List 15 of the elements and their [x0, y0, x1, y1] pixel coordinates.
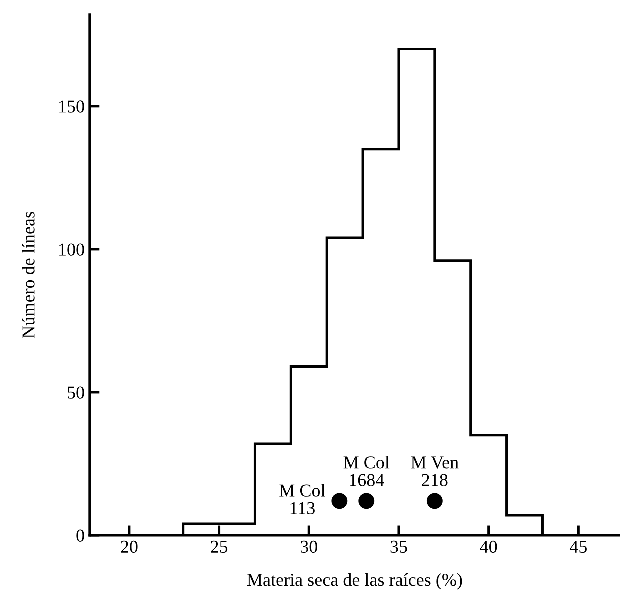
y-axis-title: Número de líneas [22, 212, 35, 338]
x-tick-label: 35 [390, 540, 408, 554]
x-tick-label: 45 [570, 541, 587, 554]
y-tick-label: 150 [60, 100, 84, 113]
x-tick-label: 20 [121, 540, 138, 554]
y-tick-label: 0 [76, 530, 84, 542]
annotation: M Col 1684 [344, 456, 390, 486]
x-tick-label: 30 [300, 540, 318, 554]
x-axis-title: Materia seca de las raíces (%) [247, 573, 462, 590]
annotation: M Ven 218 [411, 456, 459, 486]
x-tick-label: 25 [211, 540, 228, 554]
x-tick-label: 40 [480, 540, 498, 554]
y-tick-label: 50 [68, 386, 84, 399]
annotation: M Col 113 [280, 484, 326, 515]
y-tick-label: 100 [60, 244, 84, 256]
